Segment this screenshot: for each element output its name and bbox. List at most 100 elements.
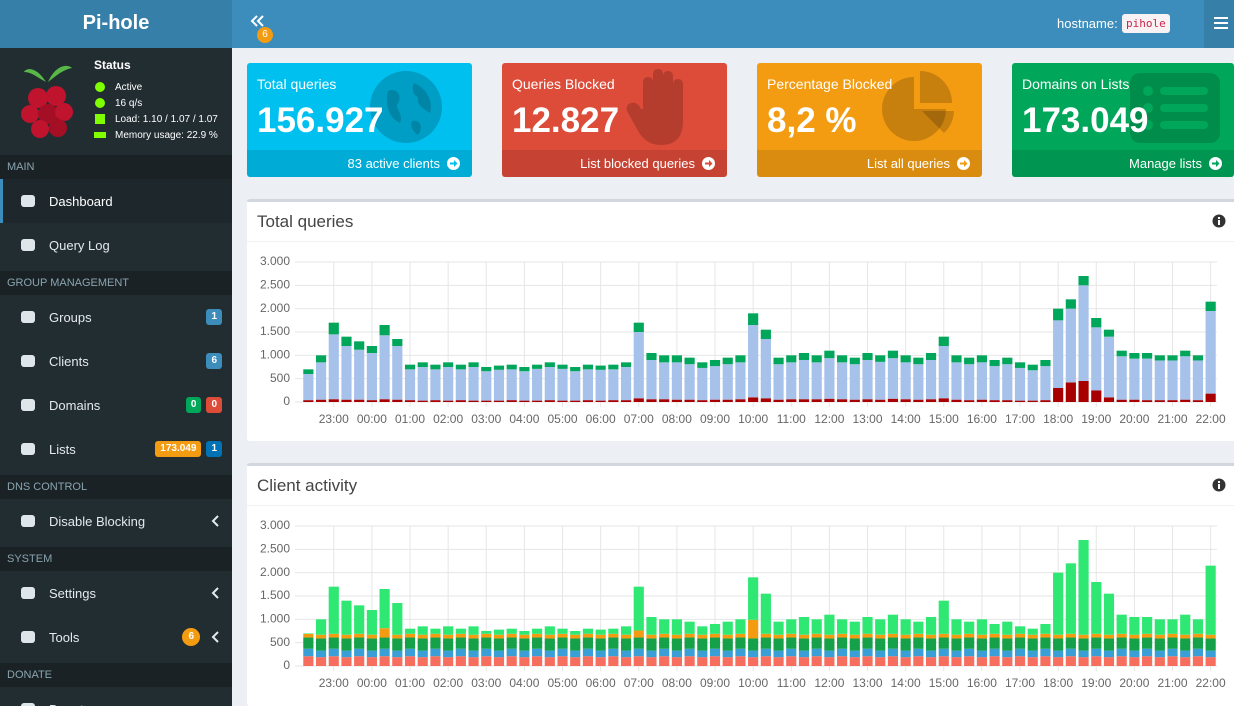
bar-segment: [582, 364, 594, 370]
bar-segment: [315, 355, 327, 363]
bar-segment: [455, 637, 466, 649]
menu-item[interactable]: Clients 6: [0, 339, 232, 383]
section-header: SYSTEM: [0, 547, 232, 571]
menu-icon: [21, 355, 35, 367]
info-icon[interactable]: [1212, 478, 1226, 492]
bar-segment: [532, 400, 543, 402]
bar-segment: [900, 355, 911, 363]
bar-segment: [887, 358, 899, 399]
bar-segment: [379, 589, 390, 629]
bar-segment: [1142, 648, 1153, 657]
bar-segment: [900, 619, 911, 635]
sidebar-toggle[interactable]: [250, 14, 264, 30]
menu-item[interactable]: Settings: [0, 571, 232, 615]
stat-title: Queries Blocked: [512, 76, 615, 92]
menu-item[interactable]: Domains 0 0: [0, 383, 232, 427]
menu-item[interactable]: Disable Blocking: [0, 499, 232, 543]
bar-segment: [404, 656, 416, 666]
bar-segment: [557, 628, 568, 634]
stat-footer[interactable]: 83 active clients: [247, 150, 472, 177]
menu-label: Domains: [49, 397, 101, 413]
stat-footer[interactable]: Manage lists: [1012, 150, 1234, 177]
menu-item[interactable]: Query Log: [0, 223, 232, 267]
bar-segment: [392, 603, 403, 635]
bar-segment: [760, 329, 771, 339]
bar-segment: [366, 400, 377, 402]
bar-segment: [659, 399, 670, 402]
bar-segment: [595, 400, 606, 402]
bar-segment: [1180, 638, 1191, 651]
bar-segment: [697, 367, 708, 401]
menu-item[interactable]: Groups 1: [0, 295, 232, 339]
bar-segment: [709, 366, 721, 400]
bar-segment: [925, 353, 937, 360]
bar-segment: [481, 371, 492, 401]
bar-segment: [646, 634, 657, 639]
menu-button[interactable]: [1204, 0, 1234, 48]
stat-footer[interactable]: List all queries: [757, 150, 982, 177]
menu-label: Tools: [49, 629, 80, 645]
bar-segment: [1053, 638, 1064, 651]
bar-segment: [722, 657, 733, 666]
stat-box: Domains on Lists 173.049 Manage lists: [1012, 63, 1234, 177]
bar-segment: [1040, 400, 1051, 402]
bar-segment: [595, 369, 606, 401]
bar-segment: [786, 619, 797, 634]
bar-segment: [1091, 656, 1102, 666]
bar-segment: [481, 637, 492, 649]
bar-segment: [1040, 633, 1051, 638]
menu-item[interactable]: Donate: [0, 687, 232, 706]
menu-label: Lists: [49, 441, 76, 457]
stat-icon: [882, 71, 954, 141]
bar-segment: [875, 361, 886, 400]
hostname: pihole: [1122, 14, 1170, 33]
panel-title: Client activity: [257, 476, 358, 495]
bar-segment: [913, 637, 924, 649]
bar-segment: [697, 650, 708, 658]
bar-segment: [1180, 356, 1191, 400]
bar-segment: [824, 657, 835, 666]
bar-segment: [811, 399, 822, 402]
bar-segment: [1065, 633, 1076, 638]
icon-shape: [21, 587, 35, 599]
x-tick-label: 14:00: [891, 412, 921, 426]
bar-segment: [315, 650, 327, 658]
bar-segment: [608, 364, 619, 370]
menu-item[interactable]: Tools 6: [0, 615, 232, 659]
bar-segment: [1205, 301, 1216, 311]
bar-segment: [633, 656, 644, 666]
bar-segment: [532, 637, 543, 649]
bar-segment: [557, 364, 568, 369]
bar-segment: [1180, 650, 1191, 658]
bar-segment: [646, 617, 657, 635]
menu-item[interactable]: Lists 173.049 1: [0, 427, 232, 471]
y-tick-label: 2.000: [260, 565, 290, 579]
bar-segment: [938, 336, 949, 346]
stat-footer[interactable]: List blocked queries: [502, 150, 727, 177]
bar-segment: [1065, 656, 1076, 666]
info-icon[interactable]: [1212, 214, 1226, 228]
bar-segment: [989, 633, 1000, 638]
bar-segment: [341, 634, 352, 639]
stat-box: Queries Blocked 12.827 List blocked querie…: [502, 63, 727, 177]
bar-segment: [315, 399, 327, 402]
bar-segment: [417, 362, 428, 367]
bar-segment: [341, 346, 352, 400]
bar-segment: [582, 628, 594, 634]
menu-icon: [21, 311, 35, 323]
bar-segment: [620, 638, 632, 651]
bar-segment: [493, 369, 505, 401]
status-title: Status: [94, 58, 131, 72]
menu-icon: [21, 587, 35, 599]
bar-segment: [1027, 638, 1038, 651]
bar-segment: [862, 648, 873, 657]
brand[interactable]: Pi-hole: [0, 0, 232, 48]
icon-shape: [21, 239, 35, 251]
bar-segment: [659, 362, 670, 400]
bar-segment: [1116, 399, 1127, 402]
bar-segment: [633, 322, 644, 332]
menu-item[interactable]: Dashboard: [0, 179, 232, 223]
bar-segment: [964, 656, 975, 666]
badge: 1: [206, 309, 222, 325]
bar-segment: [938, 648, 949, 657]
